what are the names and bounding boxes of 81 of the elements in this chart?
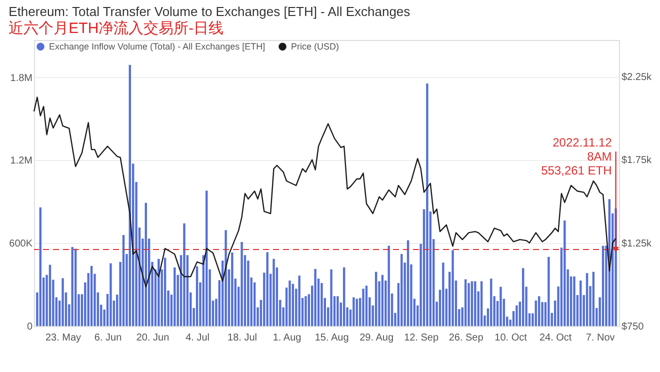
- bar: [374, 272, 378, 326]
- bar: [522, 268, 524, 326]
- bar: [468, 283, 470, 326]
- y-tick-label: 1.2M: [10, 156, 32, 167]
- bar: [288, 280, 291, 326]
- x-tick-label: 12. Sep: [404, 332, 439, 344]
- bar: [122, 234, 125, 326]
- x-tick-label: 4. Jul: [186, 332, 210, 344]
- y-tick-label: 600K: [9, 238, 33, 250]
- bar: [330, 269, 332, 326]
- bar: [490, 278, 492, 326]
- annotation: 2022.11.12 8AM 553,261 ETH: [541, 136, 612, 178]
- bar: [602, 246, 604, 326]
- bar: [356, 298, 358, 326]
- y2-tick-label: $1.25k: [622, 238, 653, 250]
- bar: [470, 281, 474, 326]
- bar: [342, 267, 346, 326]
- y2-tick-label: $750: [622, 322, 644, 332]
- bar: [381, 274, 384, 326]
- x-tick-label: 26. Sep: [448, 332, 484, 344]
- bar: [400, 254, 403, 326]
- x-tick-label: 7. Nov: [586, 332, 615, 344]
- line-series: [33, 96, 616, 288]
- bar: [62, 278, 64, 326]
- bar: [365, 286, 368, 326]
- bar: [90, 266, 93, 326]
- bar: [474, 281, 476, 326]
- bar: [158, 258, 160, 326]
- legend-label: Price (USD): [291, 42, 340, 52]
- y-tick-label: 0: [26, 322, 33, 332]
- bar: [564, 220, 566, 326]
- bar: [548, 256, 550, 326]
- bar: [500, 286, 502, 326]
- bar: [304, 296, 307, 326]
- bar: [240, 242, 243, 326]
- x-tick-label: 1. Aug: [272, 332, 302, 344]
- bar: [538, 296, 540, 326]
- bar: [516, 305, 518, 326]
- bar: [426, 84, 428, 326]
- bar: [388, 246, 390, 326]
- bar: [406, 240, 410, 326]
- bar: [336, 296, 339, 326]
- bar: [573, 276, 576, 326]
- bar: [196, 266, 198, 326]
- bar: [298, 276, 300, 326]
- x-tick-label: 15. Aug: [314, 332, 349, 344]
- bar: [164, 258, 166, 326]
- bar: [224, 230, 227, 326]
- bar: [39, 207, 42, 326]
- bar: [231, 252, 234, 326]
- bar: [174, 267, 176, 326]
- bar: [452, 250, 454, 326]
- x-tick-label: 18. Jul: [228, 332, 258, 344]
- bar: [110, 263, 112, 326]
- x-tick-label: 6. Jun: [94, 332, 122, 344]
- x-tick-label: 23. May: [45, 332, 82, 344]
- bar: [272, 258, 275, 326]
- bar: [592, 272, 595, 326]
- x-tick-label: 29. Aug: [360, 332, 394, 344]
- bar: [442, 262, 444, 326]
- y2-tick-label: $1.75k: [622, 155, 653, 166]
- y-tick-label: 1.8M: [10, 72, 32, 84]
- chart-subtitle: 近六个月ETH净流入交易所-日线: [8, 20, 224, 37]
- x-tick-label: 10. Oct: [494, 332, 528, 344]
- legend-label: Exchange Inflow Volume (Total) - All Exchanges [ETH]: [49, 42, 266, 52]
- bar: [314, 268, 316, 326]
- chart-title: Ethereum: Total Transfer Volume to Exchanges [ETH] - All Exchanges: [8, 4, 411, 19]
- bar: [352, 297, 355, 326]
- bar: [362, 288, 364, 326]
- bar: [580, 280, 582, 326]
- bar: [464, 279, 467, 326]
- bar: [48, 264, 52, 326]
- bar: [292, 284, 294, 326]
- x-tick-label: 24. Oct: [539, 332, 572, 344]
- bar: [71, 246, 74, 326]
- y2-tick-label: $2.25k: [622, 72, 653, 84]
- bar: [586, 273, 588, 326]
- bar: [183, 223, 186, 326]
- bar: [480, 281, 483, 326]
- bar: [266, 252, 268, 326]
- x-tick-label: 20. Jun: [136, 332, 170, 344]
